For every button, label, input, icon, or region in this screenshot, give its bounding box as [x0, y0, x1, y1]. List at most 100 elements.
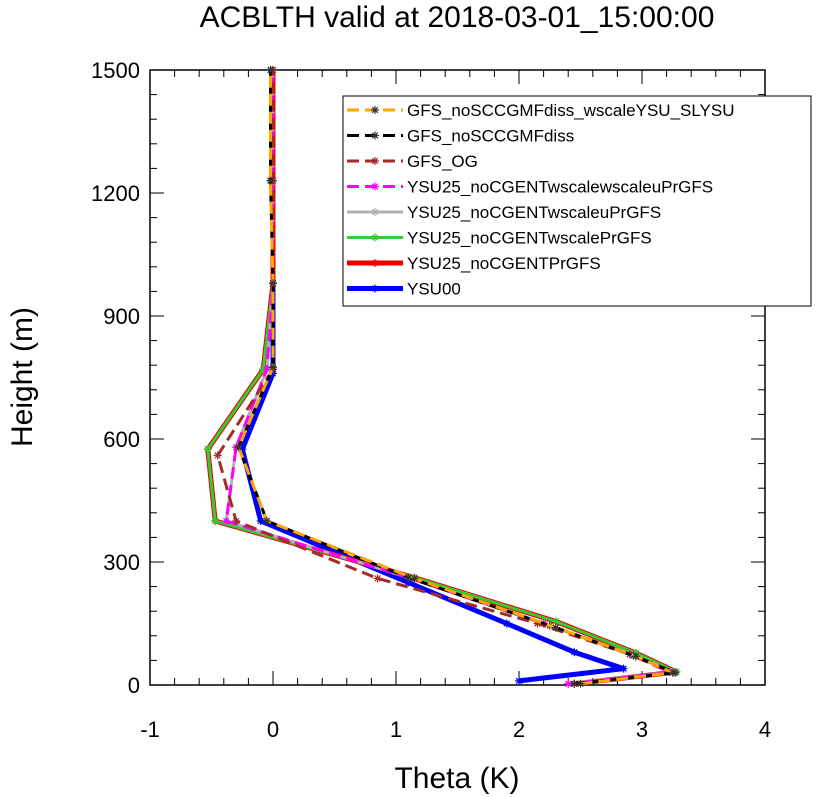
marker-stroke: [371, 208, 379, 216]
marker-stroke: [267, 66, 274, 74]
data-point: [410, 574, 419, 583]
data-point: [564, 679, 573, 688]
marker-stroke: [669, 669, 676, 676]
marker-stroke: [411, 575, 418, 582]
marker-stroke: [374, 575, 381, 582]
legend-item: YSU25_noCGENTPrGFS: [347, 254, 601, 273]
marker-stroke: [371, 183, 379, 190]
legend-item: YSU25_noCGENTwscaleuPrGFS: [347, 203, 661, 222]
legend-marker: [371, 259, 379, 267]
legend-label: GFS_noSCCGMFdiss_wscaleYSU_SLYSU: [407, 101, 735, 120]
marker-stroke: [371, 285, 379, 292]
x-axis-title: Theta (K): [394, 762, 519, 795]
legend-marker: [371, 233, 379, 242]
marker-stroke: [577, 680, 584, 687]
legend-label: GFS_noSCCGMFdiss: [407, 127, 574, 146]
series-GFS_noSCCGMFdiss_wscaleYSU_SLYSU: [234, 66, 677, 688]
x-tick-label: 2: [513, 717, 525, 742]
marker-stroke: [214, 452, 221, 459]
y-axis-title: Height (m): [6, 307, 39, 447]
marker-stroke: [503, 620, 510, 627]
legend-marker: [371, 131, 379, 140]
y-tick-label: 1500: [91, 58, 140, 83]
marker-stroke: [405, 574, 412, 581]
y-tick-label: 300: [103, 550, 140, 575]
marker-stroke: [269, 364, 277, 371]
data-point: [234, 443, 243, 452]
legend-marker: [371, 284, 379, 293]
data-point: [631, 652, 640, 661]
legend-label: YSU25_noCGENTPrGFS: [407, 254, 601, 273]
data-point: [576, 679, 585, 688]
legend-label: GFS_OG: [407, 152, 478, 171]
data-point: [213, 451, 222, 460]
data-point: [262, 517, 271, 525]
legend-box: [342, 95, 812, 307]
marker-stroke: [204, 446, 212, 453]
data-point: [502, 619, 511, 628]
y-tick-label: 900: [103, 304, 140, 329]
data-point: [570, 648, 579, 657]
marker-stroke: [515, 677, 523, 685]
legend-item: GFS_noSCCGMFdiss_wscaleYSU_SLYSU: [347, 101, 735, 120]
plot-frame: [149, 69, 766, 686]
chart-title: ACBLTH valid at 2018-03-01_15:00:00: [200, 1, 715, 34]
data-point: [515, 676, 523, 685]
marker-stroke: [564, 680, 572, 687]
marker-stroke: [371, 259, 379, 267]
data-point: [373, 574, 382, 583]
data-point: [222, 517, 231, 525]
data-point: [269, 279, 277, 288]
legend-marker: [371, 208, 379, 216]
data-point: [211, 517, 220, 525]
data-point: [619, 664, 628, 673]
data-point: [668, 668, 677, 677]
marker-stroke: [405, 579, 412, 586]
legend-marker: [371, 106, 379, 114]
data-point: [232, 517, 241, 525]
legend-item: YSU00: [347, 280, 461, 299]
marker-stroke: [371, 106, 379, 114]
x-tick-label: 0: [267, 717, 279, 742]
legend-marker: [371, 182, 379, 191]
marker-stroke: [263, 366, 271, 373]
marker-stroke: [267, 177, 274, 184]
data-point: [570, 679, 579, 688]
marker-stroke: [235, 443, 242, 451]
y-tick-label: 0: [128, 673, 140, 698]
legend-label: YSU00: [407, 280, 461, 299]
marker-stroke: [371, 234, 379, 241]
x-tick-label: -1: [140, 717, 160, 742]
y-tick-label: 600: [103, 427, 140, 452]
legend-item: GFS_noSCCGMFdiss: [347, 127, 574, 146]
legend-item: YSU25_noCGENTwscalePrGFS: [347, 229, 652, 248]
marker-stroke: [571, 680, 578, 687]
marker-stroke: [552, 618, 560, 625]
marker-stroke: [232, 517, 240, 525]
marker-stroke: [269, 279, 277, 287]
data-point: [551, 623, 560, 632]
marker-stroke: [263, 517, 271, 525]
marker-stroke: [223, 517, 230, 525]
x-tick-label: 1: [390, 717, 402, 742]
marker-stroke: [552, 624, 560, 631]
x-tick-label: 3: [636, 717, 648, 742]
marker-stroke: [620, 665, 627, 672]
data-point: [256, 517, 265, 525]
legend-label: YSU25_noCGENTwscalePrGFS: [407, 229, 652, 248]
data-point: [203, 445, 212, 454]
marker-stroke: [632, 653, 640, 660]
data-point: [266, 176, 275, 185]
marker-stroke: [371, 132, 379, 139]
marker-stroke: [211, 517, 219, 525]
legend-label: YSU25_noCGENTwscaleuPrGFS: [407, 203, 661, 222]
x-tick-label: 4: [759, 717, 771, 742]
legend-item: YSU25_noCGENTwscalewscaleuPrGFS: [347, 178, 713, 197]
marker-stroke: [371, 157, 379, 165]
legend-item: GFS_OG: [347, 152, 478, 171]
y-tick-label: 1200: [91, 181, 140, 206]
marker-stroke: [571, 648, 578, 656]
legend-label: YSU25_noCGENTwscalewscaleuPrGFS: [407, 178, 713, 197]
legend-marker: [371, 157, 379, 165]
